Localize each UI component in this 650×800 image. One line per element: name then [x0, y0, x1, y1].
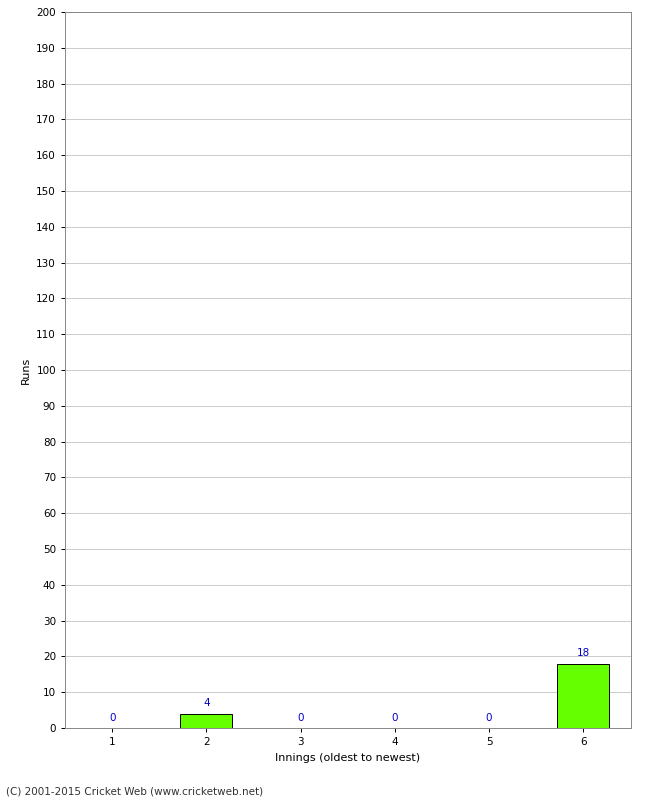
Bar [558, 663, 609, 728]
Text: 0: 0 [298, 713, 304, 722]
Bar [181, 714, 232, 728]
X-axis label: Innings (oldest to newest): Innings (oldest to newest) [275, 753, 421, 762]
Text: 0: 0 [109, 713, 116, 722]
Text: 18: 18 [577, 648, 590, 658]
Text: 4: 4 [203, 698, 210, 708]
Y-axis label: Runs: Runs [21, 356, 31, 384]
Text: 0: 0 [486, 713, 493, 722]
Text: (C) 2001-2015 Cricket Web (www.cricketweb.net): (C) 2001-2015 Cricket Web (www.cricketwe… [6, 786, 264, 796]
Text: 0: 0 [391, 713, 398, 722]
